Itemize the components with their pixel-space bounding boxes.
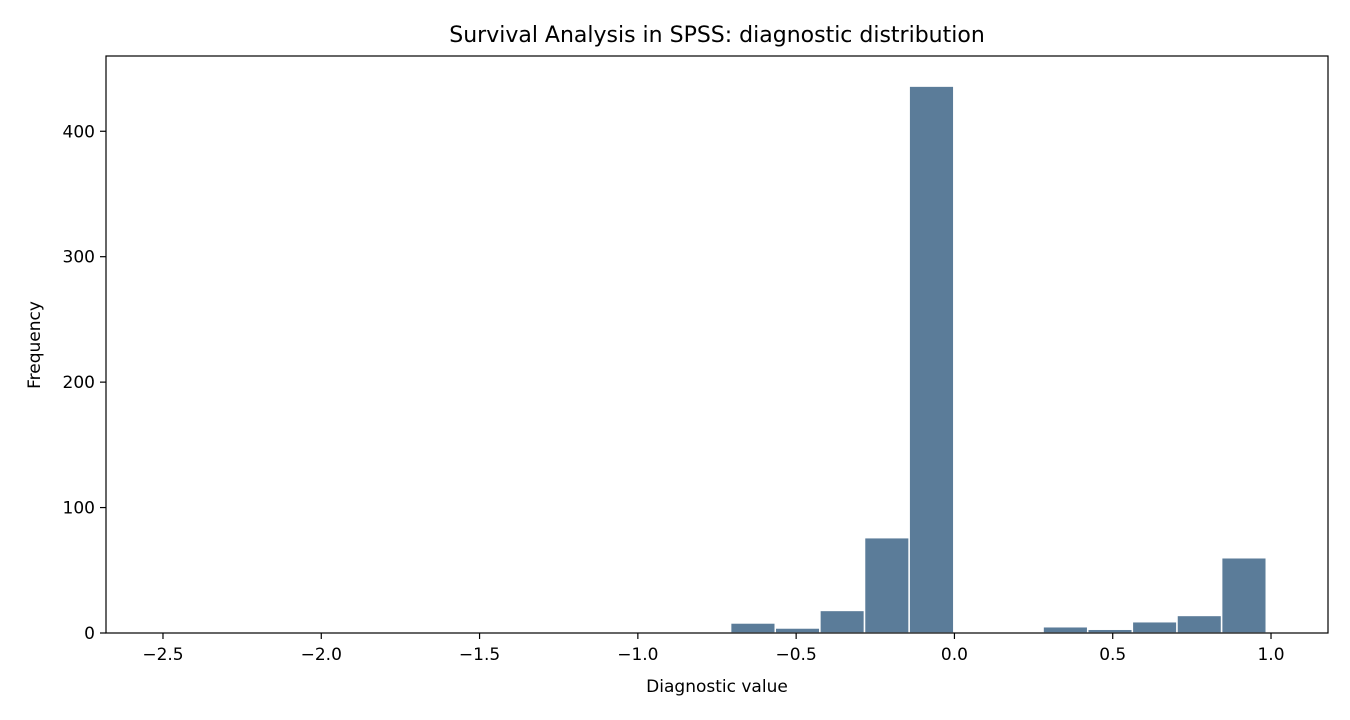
bars-group <box>640 85 1268 634</box>
y-tick-label: 200 <box>63 373 95 393</box>
histogram-bar-8 <box>1131 620 1178 634</box>
y-tick-label: 100 <box>63 499 95 519</box>
histogram-bar-5 <box>908 85 955 634</box>
y-axis-ticks: 0 100 200 300 400 <box>63 122 106 644</box>
x-tick-label: 1.0 <box>1257 645 1284 665</box>
x-tick-label: −1.5 <box>459 645 500 665</box>
x-tick-label: −2.0 <box>301 645 342 665</box>
x-tick-label: −0.5 <box>776 645 817 665</box>
x-tick-label: −2.5 <box>142 645 183 665</box>
x-tick-label: 0.0 <box>941 645 968 665</box>
histogram-bar-2 <box>774 627 821 634</box>
y-axis-label: Frequency <box>25 301 45 389</box>
histogram-bar-10 <box>1220 556 1268 634</box>
histogram-bar-3 <box>819 609 866 634</box>
histogram-bar-4 <box>863 536 910 634</box>
y-tick-label: 0 <box>84 624 95 644</box>
y-tick-label: 400 <box>63 122 95 142</box>
histogram-bar-9 <box>1176 614 1223 634</box>
chart-title: Survival Analysis in SPSS: diagnostic di… <box>449 23 985 48</box>
x-axis-label: Diagnostic value <box>646 677 788 697</box>
plot-frame <box>105 55 1329 634</box>
histogram-bar-1 <box>729 622 777 634</box>
y-tick-label: 300 <box>63 248 95 268</box>
histogram-bar-6 <box>1042 625 1089 634</box>
x-axis-ticks: −2.5 −2.0 −1.5 −1.0 −0.5 0.0 0.5 1.0 <box>142 633 1285 665</box>
x-tick-label: −1.0 <box>617 645 658 665</box>
x-tick-label: 0.5 <box>1099 645 1126 665</box>
